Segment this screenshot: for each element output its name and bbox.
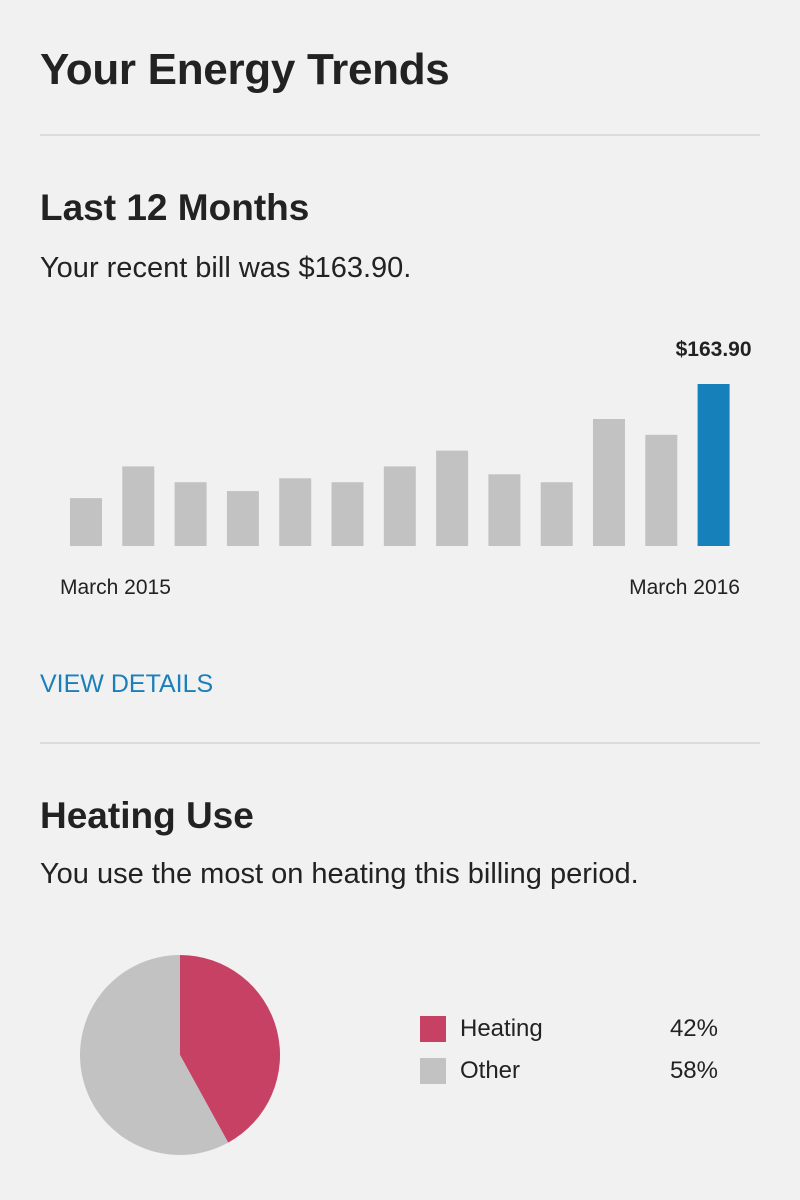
bar-month <box>488 474 521 546</box>
bar-month <box>226 491 259 546</box>
bar-group <box>70 384 730 546</box>
heating-use-summary: You use the most on heating this billing… <box>40 858 639 890</box>
bar-month <box>383 466 416 546</box>
heating-use-title: Heating Use <box>40 795 254 836</box>
pie-slice-heating <box>180 955 281 1143</box>
recent-bill-summary: Your recent bill was $163.90. <box>40 252 412 284</box>
legend-label: Heating <box>460 1015 543 1042</box>
bar-month <box>331 482 364 546</box>
bar-month <box>279 478 312 546</box>
legend-item-heating: Heating 42% <box>420 1010 740 1052</box>
bar-month <box>593 419 625 546</box>
pie-slice-other <box>80 955 229 1155</box>
highlight-value-label: $163.90 <box>676 338 752 361</box>
last-12-months-title: Last 12 Months <box>40 187 310 228</box>
page-title: Your Energy Trends <box>40 45 450 94</box>
bar-month <box>540 482 573 546</box>
heating-pie-chart <box>80 955 281 1155</box>
bar-month <box>70 498 102 546</box>
other-swatch <box>420 1058 446 1084</box>
view-details-link[interactable]: VIEW DETAILS <box>40 670 214 698</box>
divider <box>40 134 760 136</box>
legend-value: 42% <box>669 1015 718 1042</box>
divider <box>40 742 760 744</box>
bar-month <box>645 434 678 546</box>
bar-current-month <box>697 384 730 546</box>
bar-month <box>122 466 155 546</box>
start-month-label: March 2015 <box>60 576 171 599</box>
legend-item-other: Other 58% <box>420 1052 740 1094</box>
end-month-label: March 2016 <box>629 576 740 599</box>
heating-swatch <box>420 1016 446 1042</box>
legend-value: 58% <box>669 1057 718 1084</box>
bar-month <box>436 450 469 546</box>
legend-label: Other <box>460 1057 521 1084</box>
bar-month <box>174 482 207 546</box>
monthly-bill-bar-chart: $163.90 March 2015 March 2016 <box>60 338 752 599</box>
pie-group <box>80 955 281 1155</box>
pie-legend: Heating 42% Other 58% <box>420 1010 740 1094</box>
